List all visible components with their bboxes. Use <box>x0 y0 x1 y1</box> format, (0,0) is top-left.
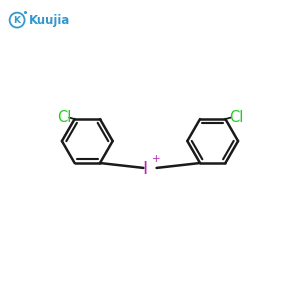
Text: Kuujia: Kuujia <box>28 14 70 27</box>
Text: Cl: Cl <box>229 110 243 125</box>
Text: K: K <box>14 16 21 25</box>
Text: I: I <box>142 160 148 178</box>
Text: Cl: Cl <box>57 110 71 125</box>
Text: +: + <box>152 154 161 164</box>
